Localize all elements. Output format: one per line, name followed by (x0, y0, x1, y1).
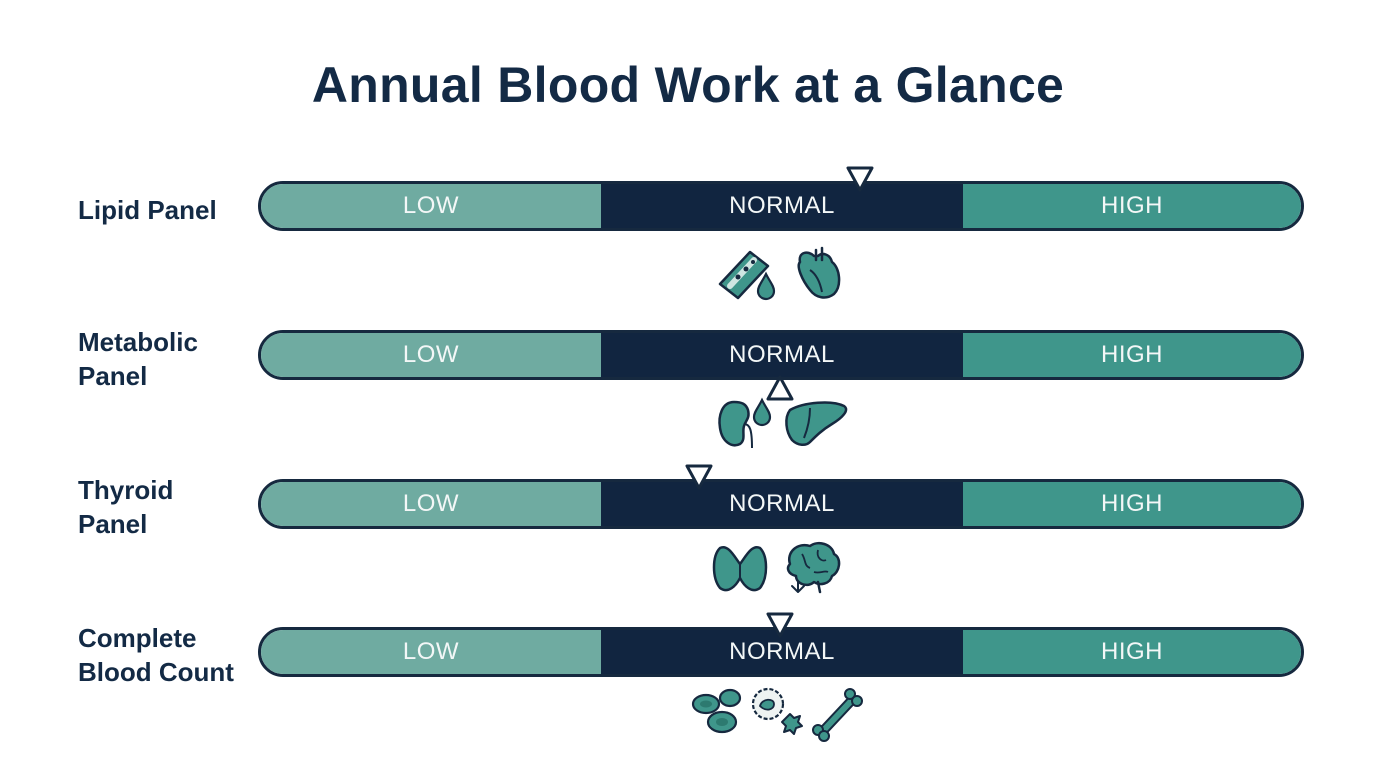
panel-label-cbc: Complete Blood Count (78, 621, 258, 689)
result-marker-thyroid (685, 464, 713, 490)
panel-label-line: Lipid Panel (78, 195, 217, 225)
icon-group-lipid (716, 244, 846, 304)
panel-label-line: Metabolic (78, 327, 198, 357)
zone-high: HIGH (963, 333, 1301, 377)
result-marker-metabolic (766, 375, 794, 401)
blood-drop-icon (752, 397, 772, 427)
liver-icon (785, 401, 848, 446)
icon-group-cbc (690, 684, 875, 744)
zone-low: LOW (261, 482, 601, 526)
zone-low: LOW (261, 333, 601, 377)
platelet-icon (781, 713, 803, 735)
range-bar-lipid: LOW NORMAL HIGH (258, 181, 1304, 231)
panel-label-line: Complete (78, 623, 197, 653)
bone-icon (812, 688, 863, 742)
icon-group-thyroid (710, 538, 850, 598)
zone-high: HIGH (963, 630, 1301, 674)
icon-group-metabolic (714, 394, 854, 454)
range-bar-thyroid: LOW NORMAL HIGH (258, 479, 1304, 529)
result-marker-lipid (846, 166, 874, 192)
zone-high: HIGH (963, 482, 1301, 526)
artery-icon (718, 250, 770, 300)
brain-icon (786, 542, 841, 594)
blood-drop-icon (756, 271, 776, 301)
panel-label-lipid: Lipid Panel (78, 193, 258, 227)
zone-low: LOW (261, 184, 601, 228)
zone-normal: NORMAL (601, 630, 963, 674)
kidney-icon (718, 400, 753, 449)
thyroid-icon (712, 545, 768, 592)
panel-label-line: Panel (78, 361, 148, 391)
result-marker-cbc (766, 612, 794, 638)
zone-normal: NORMAL (601, 482, 963, 526)
zone-normal: NORMAL (601, 184, 963, 228)
white-blood-cell-icon (751, 687, 785, 721)
zone-high: HIGH (963, 184, 1301, 228)
range-bar-metabolic: LOW NORMAL HIGH (258, 330, 1304, 380)
panel-label-line: Blood Count (78, 657, 234, 687)
heart-icon (797, 246, 841, 299)
panel-label-metabolic: Metabolic Panel (78, 325, 258, 393)
zone-normal: NORMAL (601, 333, 963, 377)
panel-label-line: Panel (78, 509, 148, 539)
zone-low: LOW (261, 630, 601, 674)
panel-label-line: Thyroid (78, 475, 174, 505)
panel-label-thyroid: Thyroid Panel (78, 473, 258, 541)
red-blood-cells-icon (691, 688, 742, 734)
page-title: Annual Blood Work at a Glance (311, 57, 1065, 113)
